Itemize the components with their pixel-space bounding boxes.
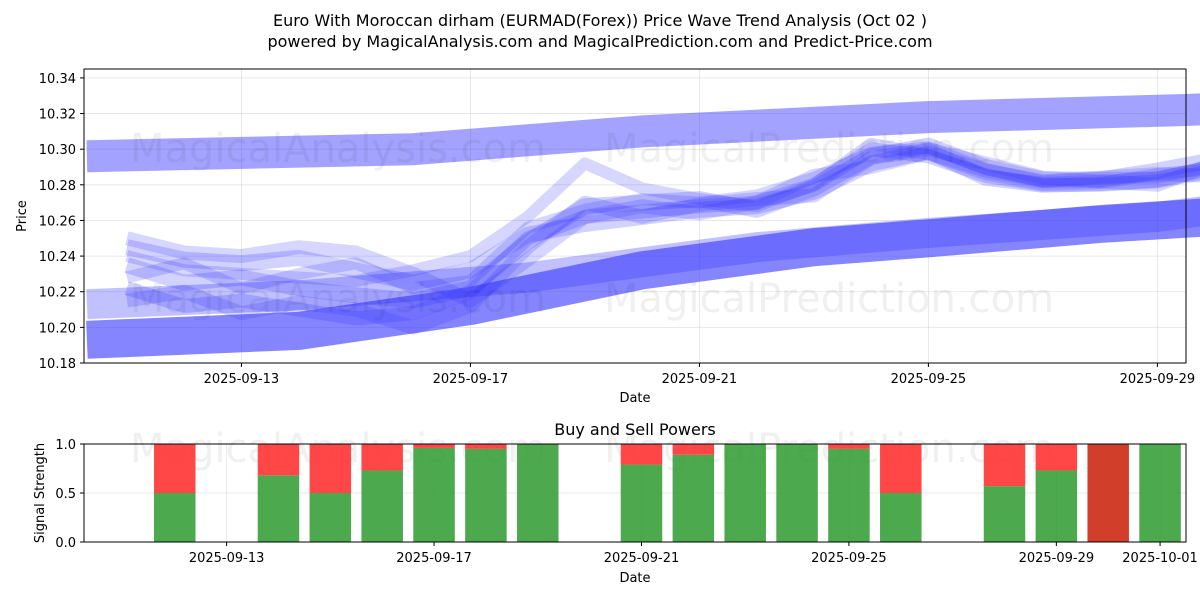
sell-bar xyxy=(620,444,663,465)
watermark-prediction-mid: MagicalPrediction.com xyxy=(604,276,1054,322)
chart-title-line2: powered by MagicalAnalysis.com and Magic… xyxy=(267,32,932,51)
buy-bar xyxy=(154,493,196,542)
buy-bar xyxy=(880,493,922,542)
powers-x-tick-label: 2025-09-21 xyxy=(604,551,680,566)
price-series-wave-2 xyxy=(124,137,1200,309)
price-series-lower-band xyxy=(86,198,1200,359)
watermark-prediction-top: MagicalPrediction.com xyxy=(604,126,1054,172)
price-y-tick-label: 10.34 xyxy=(39,72,76,87)
price-series-upper-band xyxy=(86,93,1200,173)
powers-x-tick-label: 2025-09-25 xyxy=(811,551,887,566)
price-x-tick-label: 2025-09-29 xyxy=(1120,372,1196,387)
price-series-wave-7 xyxy=(125,141,1200,295)
powers-axes: 0.0 0.5 1.0 2025-09-13 2025-09-17 2025-09-21 2… xyxy=(55,438,1198,566)
price-y-tick-label: 10.26 xyxy=(39,214,76,229)
price-x-tick-label: 2025-09-25 xyxy=(891,372,967,387)
buy-bar xyxy=(309,493,352,542)
price-y-tick-label: 10.20 xyxy=(39,321,76,336)
price-series-wave-3 xyxy=(124,142,1200,326)
sell-bar xyxy=(1087,444,1129,542)
buy-bar xyxy=(724,444,766,542)
price-waves xyxy=(86,93,1200,359)
price-x-tick-label: 2025-09-17 xyxy=(433,372,509,387)
powers-x-axis-label: Date xyxy=(619,571,650,586)
price-series-wave-5 xyxy=(125,142,1200,335)
price-y-axis-label: Price xyxy=(15,200,30,232)
watermark-analysis-top: MagicalAnalysis.com xyxy=(130,126,546,172)
sell-bar xyxy=(257,444,300,476)
price-x-tick-label: 2025-09-21 xyxy=(662,372,738,387)
sell-bar xyxy=(309,444,352,493)
price-x-tick-label: 2025-09-13 xyxy=(204,372,280,387)
sell-bar xyxy=(983,444,1026,487)
price-y-tick-label: 10.18 xyxy=(39,357,76,372)
powers-x-tick-label: 2025-10-01 xyxy=(1122,551,1198,566)
sell-bar xyxy=(672,444,715,455)
sell-bar xyxy=(465,444,507,449)
sell-bar xyxy=(361,444,403,471)
buy-bar xyxy=(413,447,455,542)
buy-bar xyxy=(776,444,818,542)
price-axes: 10.18 10.20 10.22 10.24 10.26 10.28 10.30 10.32… xyxy=(39,72,1196,387)
buy-bar xyxy=(828,448,870,542)
sell-bar xyxy=(880,444,922,493)
powers-y-axis-label: Signal Strength xyxy=(33,443,48,543)
price-x-axis-label: Date xyxy=(619,391,650,406)
powers-x-tick-label: 2025-09-29 xyxy=(1019,551,1095,566)
watermark-analysis-mid: MagicalAnalysis.com xyxy=(130,276,546,322)
buy-bar xyxy=(620,464,663,542)
powers-y-tick-label: 0.0 xyxy=(55,536,76,551)
buy-bar xyxy=(983,486,1026,542)
buy-bar xyxy=(465,448,507,542)
buy-bar xyxy=(1139,444,1181,542)
price-y-tick-label: 10.30 xyxy=(39,143,76,158)
price-y-tick-label: 10.22 xyxy=(39,286,76,301)
price-series-wave-1 xyxy=(125,143,1200,291)
price-y-tick-label: 10.32 xyxy=(39,108,76,123)
buy-bar xyxy=(672,454,715,542)
price-y-tick-label: 10.28 xyxy=(39,179,76,194)
sell-bar xyxy=(154,444,196,493)
sell-bar xyxy=(1035,444,1078,471)
sell-bar xyxy=(413,444,455,448)
powers-title: Buy and Sell Powers xyxy=(554,420,716,439)
buy-bar xyxy=(361,470,403,542)
price-y-tick-label: 10.24 xyxy=(39,250,76,265)
price-plot-frame xyxy=(83,68,1187,364)
powers-bars xyxy=(154,444,1181,542)
price-series-wave-6 xyxy=(125,137,1200,287)
powers-y-tick-label: 1.0 xyxy=(55,438,76,453)
price-series-wave-4 xyxy=(125,145,1200,308)
chart-title-line1: Euro With Moroccan dirham (EURMAD(Forex)… xyxy=(273,11,927,30)
sell-bar xyxy=(828,444,870,449)
powers-y-tick-label: 0.5 xyxy=(55,487,76,502)
buy-bar xyxy=(257,475,300,542)
buy-bar xyxy=(1035,470,1078,542)
powers-x-tick-label: 2025-09-13 xyxy=(189,551,265,566)
buy-bar xyxy=(517,444,559,542)
powers-x-tick-label: 2025-09-17 xyxy=(396,551,472,566)
